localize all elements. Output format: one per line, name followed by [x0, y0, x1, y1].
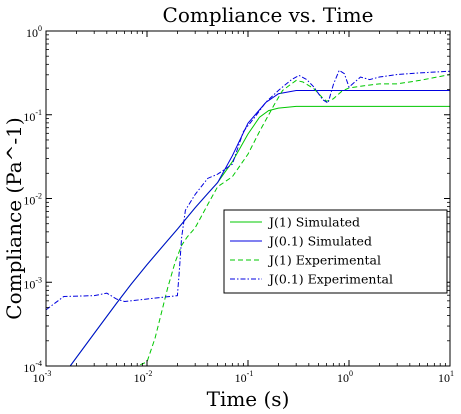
series-line-3 — [116, 74, 450, 366]
x-tick-label: 10-2 — [134, 369, 153, 385]
legend-label: J(0.1) Simulated — [267, 234, 372, 249]
legend: J(1) Simulated J(0.1) Simulated J(1) Exper… — [223, 209, 448, 294]
legend-label: J(1) Experimental — [267, 253, 381, 268]
y-tick-label: 10-2 — [23, 192, 42, 208]
y-tick-label: 10-4 — [23, 359, 42, 375]
x-tick-label: 100 — [337, 369, 353, 385]
x-tick-label: 101 — [438, 369, 454, 385]
chart-title: Compliance vs. Time — [163, 3, 374, 27]
legend-label: J(0.1) Experimental — [267, 272, 393, 287]
y-tick-label: 10-3 — [23, 275, 42, 291]
y-tick-label: 10-1 — [23, 108, 42, 124]
series-layer — [46, 69, 450, 366]
legend-label: J(1) Simulated — [267, 215, 360, 230]
y-tick-label: 100 — [26, 24, 42, 40]
y-axis-label: Compliance (Pa^-1) — [2, 117, 26, 319]
legend-box — [223, 209, 448, 294]
x-tick-label: 10-3 — [33, 369, 52, 385]
x-axis-label: Time (s) — [207, 387, 290, 411]
series-line-4 — [46, 69, 450, 311]
x-tick-label: 10-1 — [235, 369, 254, 385]
axes-box — [45, 30, 451, 367]
